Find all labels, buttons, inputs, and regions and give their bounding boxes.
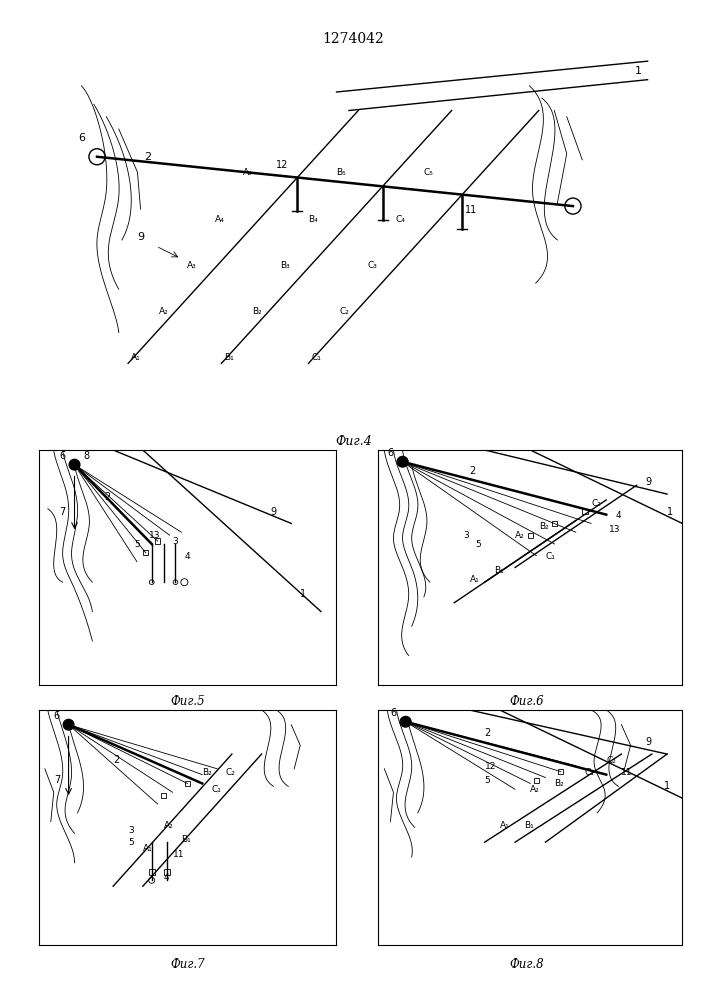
- Text: Фиг.4: Фиг.4: [335, 435, 372, 448]
- Text: B₁: B₁: [493, 566, 503, 575]
- Text: C₁: C₁: [546, 552, 555, 561]
- Text: 11: 11: [621, 768, 633, 777]
- Text: 6: 6: [387, 448, 394, 458]
- Text: 6: 6: [78, 133, 86, 143]
- Text: 3: 3: [173, 537, 178, 546]
- Text: 13: 13: [609, 525, 621, 534]
- Text: B₁: B₁: [225, 353, 234, 362]
- Text: 9: 9: [645, 477, 652, 487]
- Text: 6: 6: [390, 708, 397, 718]
- Text: 11: 11: [173, 850, 184, 859]
- Circle shape: [63, 719, 74, 730]
- Text: 5: 5: [134, 540, 140, 549]
- Text: 8: 8: [83, 451, 90, 461]
- Text: Фиг.8: Фиг.8: [510, 958, 544, 971]
- Text: C₁: C₁: [312, 353, 322, 362]
- Text: 2: 2: [104, 492, 110, 502]
- Bar: [143, 550, 148, 555]
- Text: A₁: A₁: [132, 353, 141, 362]
- Text: B₂: B₂: [202, 768, 212, 777]
- Text: 3: 3: [128, 826, 134, 835]
- Text: B₃: B₃: [281, 261, 291, 270]
- Text: B₁: B₁: [524, 820, 534, 830]
- Bar: [161, 793, 166, 798]
- Text: 3: 3: [463, 531, 469, 540]
- Text: B₂: B₂: [252, 307, 262, 316]
- Text: 11: 11: [465, 205, 477, 215]
- Text: 12: 12: [276, 160, 288, 170]
- Text: A₁: A₁: [469, 575, 479, 584]
- Text: 2: 2: [469, 466, 476, 476]
- Text: 9: 9: [137, 232, 144, 242]
- Bar: [534, 778, 539, 783]
- Text: Фиг.7: Фиг.7: [170, 958, 204, 971]
- Bar: [185, 781, 190, 786]
- Text: 1: 1: [635, 66, 642, 76]
- Text: C₂: C₂: [226, 768, 236, 777]
- Text: A₂: A₂: [159, 307, 169, 316]
- Circle shape: [69, 459, 80, 470]
- Bar: [163, 869, 170, 874]
- Text: 13: 13: [148, 531, 160, 540]
- Text: A₁: A₁: [500, 820, 510, 830]
- Text: B₁: B₁: [182, 835, 191, 844]
- Text: A₄: A₄: [215, 215, 225, 224]
- Text: 5: 5: [485, 776, 491, 785]
- Text: 1: 1: [664, 781, 670, 791]
- Text: 4: 4: [615, 511, 621, 520]
- Bar: [552, 521, 557, 526]
- Text: 5: 5: [476, 540, 481, 549]
- Text: 6: 6: [59, 451, 66, 461]
- Text: 9: 9: [271, 507, 276, 517]
- Text: 6: 6: [54, 711, 60, 721]
- Circle shape: [397, 456, 408, 467]
- Text: B₅: B₅: [337, 168, 346, 177]
- Text: A₃: A₃: [187, 261, 197, 270]
- Text: 12: 12: [485, 762, 496, 771]
- Text: A₂: A₂: [530, 785, 540, 794]
- Text: 2: 2: [144, 152, 151, 162]
- Text: C₂: C₂: [607, 756, 616, 765]
- Text: 1274042: 1274042: [322, 32, 385, 46]
- Text: 4: 4: [185, 552, 190, 561]
- Text: 9: 9: [645, 737, 652, 747]
- Bar: [583, 509, 588, 514]
- Bar: [558, 769, 563, 774]
- Text: B₄: B₄: [308, 215, 318, 224]
- Text: C₃: C₃: [368, 261, 378, 270]
- Text: 4: 4: [163, 873, 169, 882]
- Bar: [527, 533, 533, 538]
- Text: Фиг.5: Фиг.5: [170, 695, 204, 708]
- Bar: [155, 538, 160, 544]
- Bar: [148, 869, 155, 874]
- Text: B₂: B₂: [539, 522, 549, 531]
- Text: C₄: C₄: [396, 215, 406, 224]
- Text: 5: 5: [128, 838, 134, 847]
- Text: C₁: C₁: [585, 768, 595, 777]
- Text: A₁: A₁: [143, 844, 153, 853]
- Text: C₁: C₁: [211, 785, 221, 794]
- Text: 7: 7: [54, 775, 60, 785]
- Text: C₅: C₅: [423, 168, 433, 177]
- Text: C₂: C₂: [591, 499, 601, 508]
- Text: Фиг.6: Фиг.6: [510, 695, 544, 708]
- Text: 1: 1: [667, 507, 673, 517]
- Circle shape: [400, 716, 411, 727]
- Text: A₅: A₅: [243, 168, 253, 177]
- Text: 2: 2: [113, 755, 119, 765]
- Text: B₂: B₂: [554, 779, 564, 788]
- Text: 2: 2: [485, 728, 491, 738]
- Text: 1: 1: [300, 589, 306, 599]
- Text: A₂: A₂: [515, 531, 525, 540]
- Text: A₂: A₂: [163, 820, 173, 830]
- Text: 7: 7: [59, 507, 66, 517]
- Text: C₂: C₂: [339, 307, 349, 316]
